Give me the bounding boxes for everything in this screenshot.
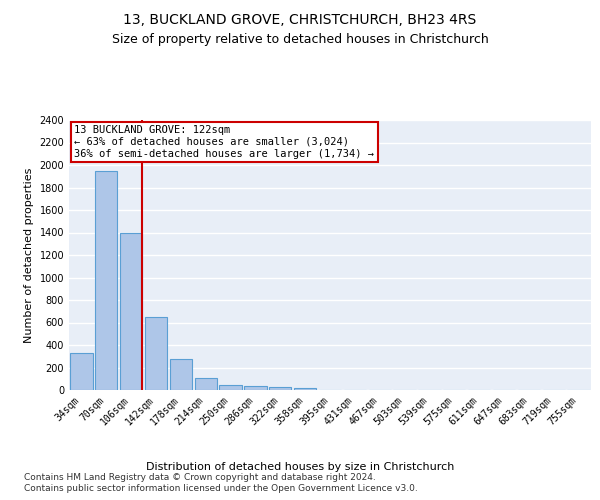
Bar xyxy=(95,170,118,390)
Bar xyxy=(70,354,92,390)
Y-axis label: Number of detached properties: Number of detached properties xyxy=(24,168,34,342)
Text: Contains HM Land Registry data © Crown copyright and database right 2024.: Contains HM Land Registry data © Crown c… xyxy=(24,472,376,482)
Bar xyxy=(294,388,316,390)
Text: Contains public sector information licensed under the Open Government Licence v3: Contains public sector information licen… xyxy=(24,484,418,493)
Bar xyxy=(145,317,167,390)
Bar xyxy=(269,387,292,390)
Bar xyxy=(220,384,242,390)
Text: Distribution of detached houses by size in Christchurch: Distribution of detached houses by size … xyxy=(146,462,454,472)
Bar xyxy=(170,358,192,390)
Bar xyxy=(120,232,142,390)
Text: Size of property relative to detached houses in Christchurch: Size of property relative to detached ho… xyxy=(112,32,488,46)
Bar xyxy=(244,386,266,390)
Text: 13 BUCKLAND GROVE: 122sqm
← 63% of detached houses are smaller (3,024)
36% of se: 13 BUCKLAND GROVE: 122sqm ← 63% of detac… xyxy=(74,126,374,158)
Bar xyxy=(194,378,217,390)
Text: 13, BUCKLAND GROVE, CHRISTCHURCH, BH23 4RS: 13, BUCKLAND GROVE, CHRISTCHURCH, BH23 4… xyxy=(124,12,476,26)
